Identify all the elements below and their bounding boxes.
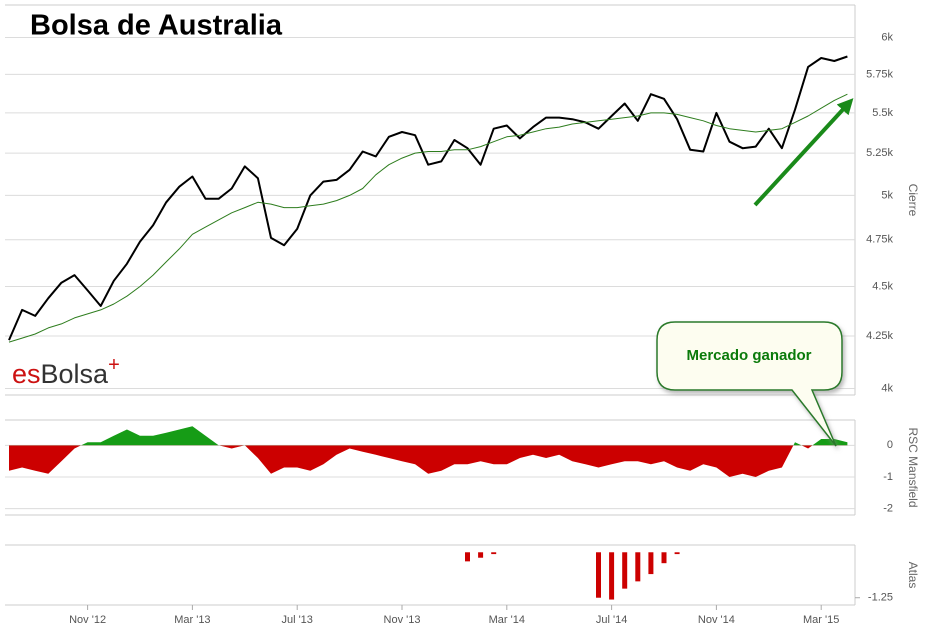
- y-tick-label: 5k: [881, 189, 893, 201]
- area-negative: [9, 445, 813, 477]
- x-tick-label: Nov '14: [698, 614, 735, 626]
- bar: [661, 552, 667, 564]
- x-tick-label: Nov '13: [384, 614, 421, 626]
- y-tick-label: 4.5k: [872, 280, 893, 292]
- x-tick-label: Nov '12: [69, 614, 106, 626]
- price-line: [8, 55, 848, 341]
- x-tick-label: Mar '13: [174, 614, 210, 626]
- x-tick-label: Mar '15: [803, 614, 839, 626]
- y-tick-label: 5.75k: [866, 68, 893, 80]
- y-tick-label: 4.25k: [866, 330, 893, 342]
- x-tick-label: Jul '14: [596, 614, 627, 626]
- y-tick-label: 6k: [881, 31, 893, 43]
- trend-arrow: [753, 98, 854, 207]
- bar: [609, 552, 615, 600]
- logo: esBolsa+: [12, 354, 120, 389]
- bar: [491, 552, 497, 555]
- y-tick-label: 4.75k: [866, 234, 893, 246]
- y-tick-label: 5.25k: [866, 147, 893, 159]
- x-tick-label: Jul '13: [281, 614, 312, 626]
- y-tick-label: 0: [887, 439, 893, 451]
- y-tick-label: -1: [883, 471, 893, 483]
- x-tick-label: Mar '14: [489, 614, 525, 626]
- area-positive: [9, 426, 848, 446]
- bar: [622, 552, 628, 589]
- y-axis-title: RSC Mansfield: [906, 427, 920, 507]
- bar: [478, 552, 484, 558]
- bar: [674, 552, 680, 555]
- callout: [656, 321, 843, 447]
- y-tick-label: 5.5k: [872, 107, 893, 119]
- y-axis-title: Atlas: [906, 562, 920, 589]
- price-line: [8, 93, 848, 343]
- bar: [635, 552, 641, 582]
- logo-mark: +: [108, 354, 120, 376]
- y-tick-label: -1.25: [868, 592, 893, 604]
- logo-prefix: es: [12, 359, 41, 389]
- chart-title: Bolsa de Australia: [30, 10, 283, 42]
- callout-box: [656, 321, 843, 447]
- y-axis-title: Cierre: [906, 184, 920, 217]
- bar: [596, 552, 601, 598]
- annotation: Mercado ganador: [686, 347, 811, 364]
- logo-name: Bolsa: [41, 359, 110, 389]
- y-tick-label: 4k: [881, 382, 893, 394]
- y-tick-label: -2: [883, 503, 893, 515]
- bar: [465, 552, 470, 562]
- bar: [648, 552, 654, 575]
